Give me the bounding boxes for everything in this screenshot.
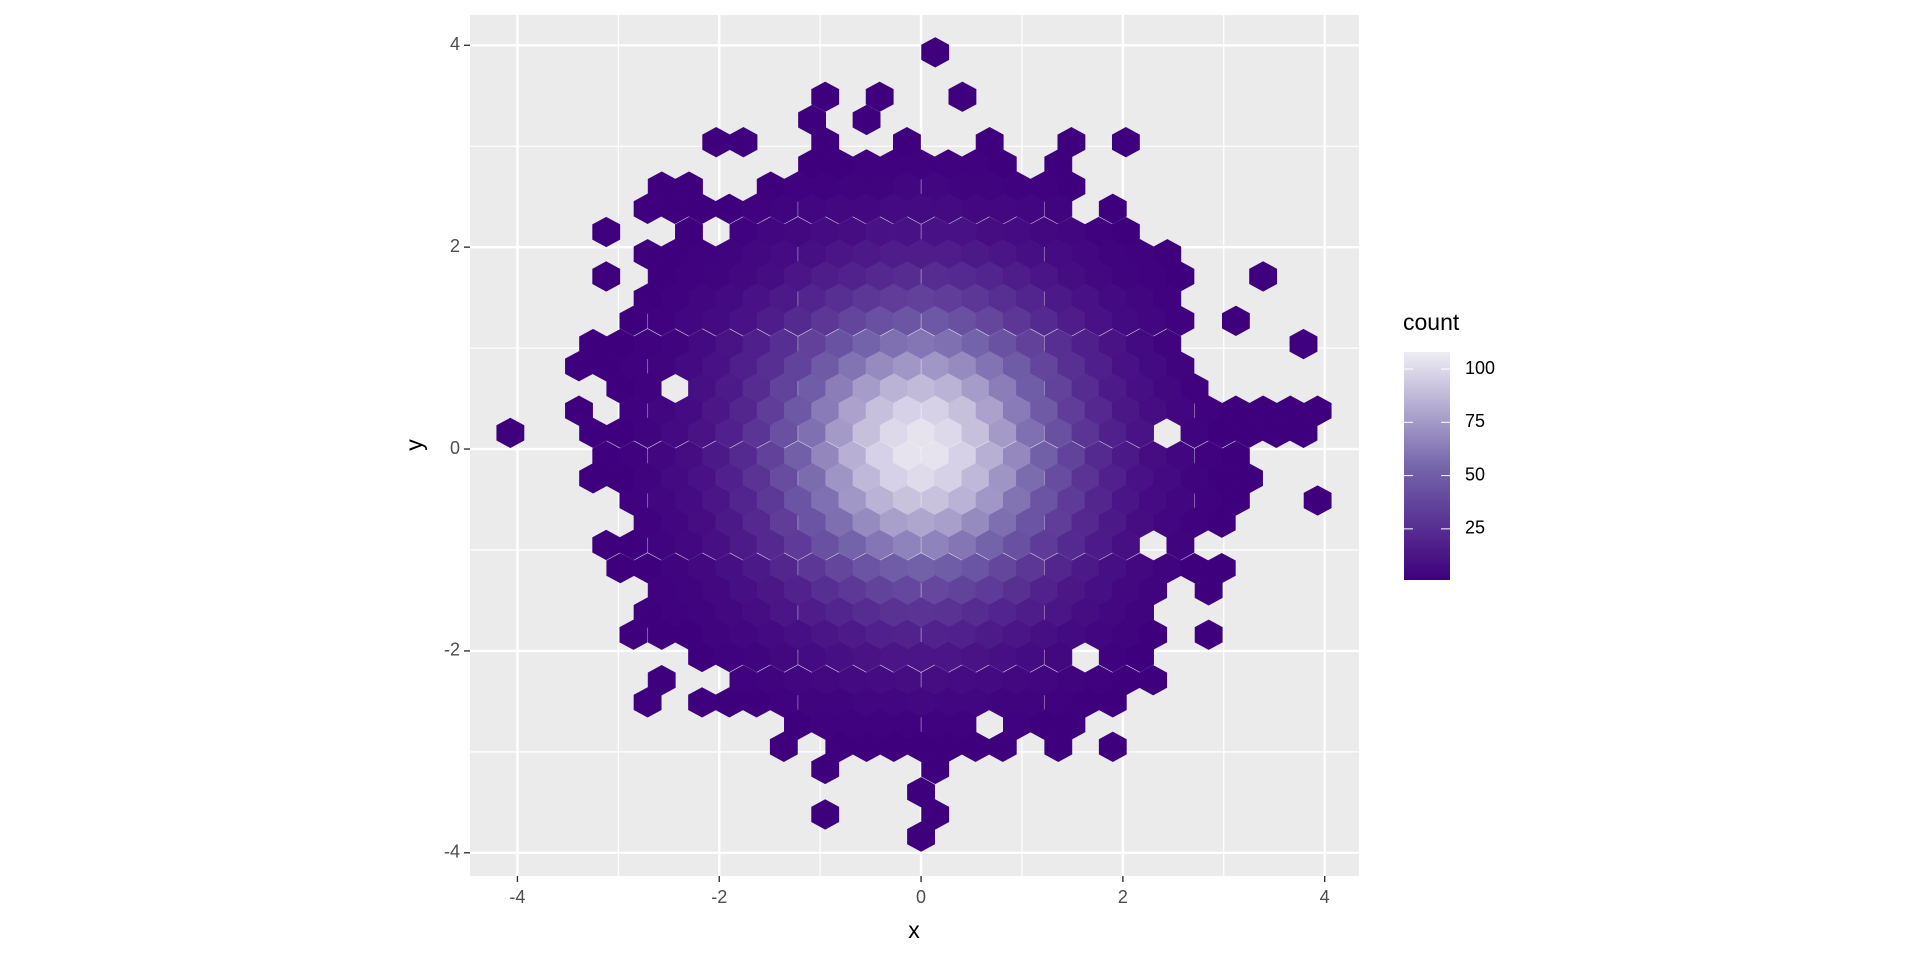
- hex-bin: [893, 305, 921, 336]
- hex-bin: [619, 485, 648, 516]
- hex-bin: [852, 104, 881, 136]
- hex-bin: [729, 127, 758, 158]
- colorbar-label: 100: [1465, 358, 1495, 378]
- hex-bin: [1111, 127, 1140, 158]
- hex-bin: [619, 619, 648, 650]
- x-tick-label: -4: [509, 887, 525, 907]
- hex-bin: [1166, 305, 1195, 336]
- hex-bin: [1098, 687, 1127, 718]
- hex-bin: [893, 529, 921, 561]
- hex-bin: [811, 81, 840, 112]
- hex-bin: [769, 731, 798, 762]
- hex-bin: [496, 417, 525, 449]
- x-axis-title: x: [908, 917, 920, 943]
- y-axis-title: y: [401, 439, 427, 451]
- y-tick-label: -2: [444, 640, 460, 660]
- hex-bin: [1207, 507, 1236, 538]
- hex-bin: [1098, 731, 1127, 762]
- hex-bin: [865, 81, 894, 112]
- hex-bin: [948, 81, 977, 112]
- colorbar-label: 25: [1465, 518, 1485, 538]
- hex-bin: [1139, 665, 1168, 696]
- hex-bin: [1194, 575, 1223, 606]
- legend-title: count: [1403, 309, 1460, 335]
- hex-bin: [1098, 193, 1127, 224]
- hex-bin: [811, 753, 840, 785]
- hex-bin: [1289, 328, 1318, 360]
- colorbar-label: 50: [1465, 464, 1485, 484]
- hex-bin: [592, 261, 621, 292]
- y-tick-label: 2: [450, 236, 460, 256]
- hex-bin: [1166, 529, 1195, 561]
- hex-bin: [1221, 485, 1250, 516]
- y-tick-label: 0: [450, 438, 460, 458]
- hex-bin: [1180, 373, 1209, 404]
- hex-bin: [1016, 417, 1044, 449]
- hex-bin: [1289, 417, 1318, 449]
- y-tick-label: 4: [450, 34, 460, 54]
- hex-bin: [907, 821, 935, 852]
- colorbar: [1404, 352, 1450, 580]
- hex-bin: [1016, 193, 1044, 224]
- hex-bin: [769, 193, 798, 224]
- hex-bin: [921, 753, 950, 785]
- axes: -4 -2 0 2 4 -4 -2 0 2 4: [444, 34, 1330, 907]
- x-tick-label: 4: [1320, 887, 1330, 907]
- x-tick-label: 0: [916, 887, 926, 907]
- hex-bin: [769, 687, 798, 718]
- hex-bin: [1166, 395, 1195, 426]
- hex-bin: [633, 373, 662, 404]
- hex-bin: [1303, 395, 1332, 426]
- hex-bin: [988, 731, 1017, 762]
- x-tick-label: -2: [711, 887, 727, 907]
- x-tick-label: 2: [1118, 887, 1128, 907]
- colorbar-label: 75: [1465, 411, 1485, 431]
- hex-bin: [769, 641, 798, 673]
- hex-bin: [565, 395, 593, 426]
- hex-bin: [1303, 485, 1332, 516]
- hex-bin: [811, 799, 840, 830]
- hex-bin: [1016, 641, 1044, 673]
- hex-bin: [619, 305, 648, 336]
- hex-bin: [769, 417, 798, 449]
- hex-bin: [1126, 641, 1154, 673]
- hex-bin: [1194, 619, 1223, 650]
- hex-bin: [1044, 731, 1073, 762]
- hexbin-layer: [496, 37, 1332, 852]
- hex-bin: [592, 216, 621, 248]
- hex-bin: [1111, 529, 1140, 561]
- legend: 25 50 75 100: [1404, 352, 1495, 580]
- hex-bin: [1126, 417, 1154, 449]
- hex-bin: [619, 529, 648, 561]
- hex-bin: [633, 687, 662, 718]
- hex-bin: [1044, 193, 1073, 224]
- hex-bin: [1249, 261, 1278, 292]
- y-tick-label: -4: [444, 842, 460, 862]
- hex-bin: [1044, 641, 1073, 673]
- hex-bin: [647, 665, 676, 696]
- hex-bin: [921, 37, 950, 68]
- hex-bin: [1221, 305, 1250, 336]
- hex-bin: [907, 777, 935, 808]
- hex-bin: [921, 799, 950, 830]
